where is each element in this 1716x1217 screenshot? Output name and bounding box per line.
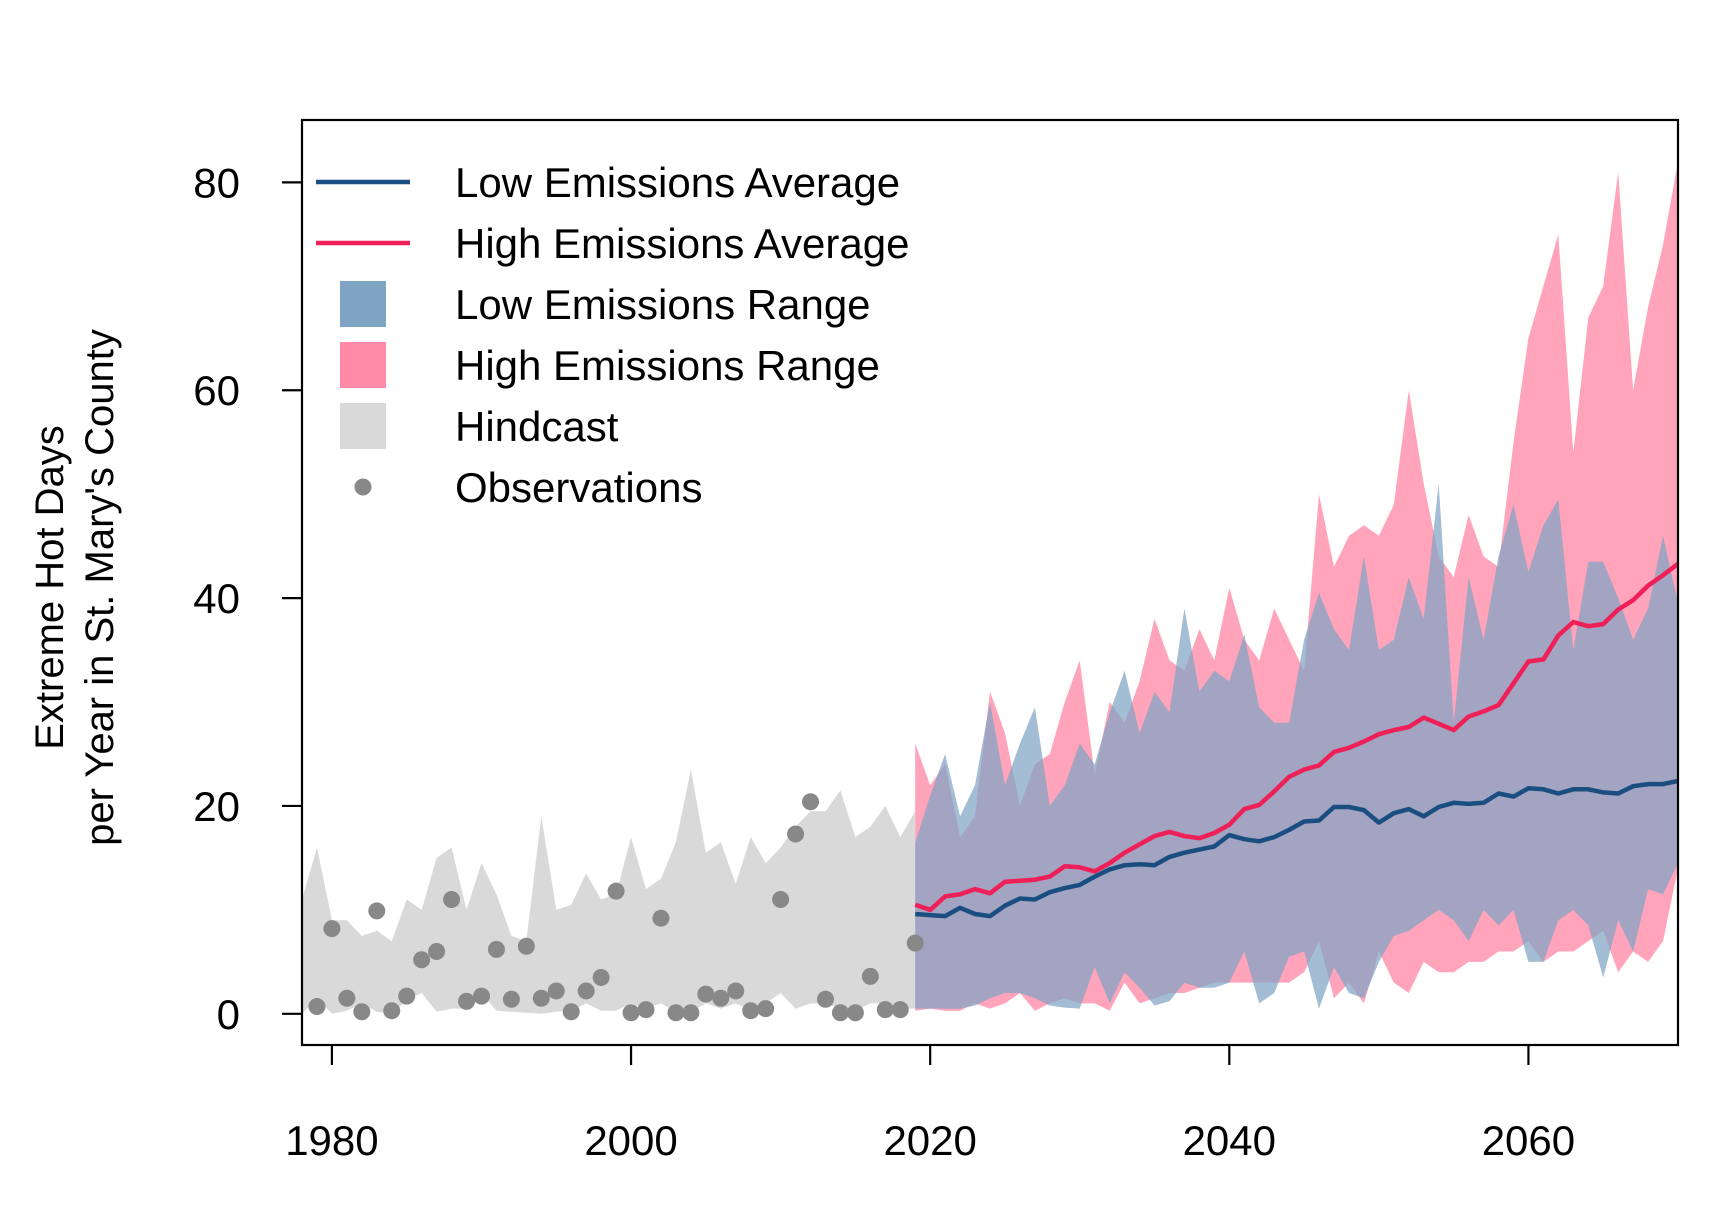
legend-label: High Emissions Range (455, 342, 880, 389)
legend-item: Observations (354, 464, 702, 511)
observation-point (443, 890, 461, 908)
plot-frame (300, 118, 1680, 1047)
observation-point (607, 882, 625, 900)
observation-point (652, 909, 670, 927)
observation-point (846, 1004, 864, 1022)
y-axis-label-line1: Extreme Hot Days (28, 425, 72, 750)
observation-point (906, 934, 924, 952)
legend-box-swatch (340, 281, 386, 327)
legend-label: Observations (455, 464, 702, 511)
observation-point (697, 985, 715, 1003)
observation-point (428, 942, 446, 960)
observation-point (742, 1002, 760, 1020)
legend-item: Hindcast (340, 403, 619, 450)
legend-label: High Emissions Average (455, 220, 909, 267)
observation-point (458, 992, 476, 1010)
observation-point (622, 1004, 640, 1022)
observation-point (682, 1004, 700, 1022)
observation-point (547, 982, 565, 1000)
observation-point (712, 989, 730, 1007)
observation-point (338, 989, 356, 1007)
observation-point (487, 940, 505, 958)
y-tick-label: 60 (193, 367, 240, 414)
low-emissions-range-band (915, 483, 1678, 1009)
y-axis-label-line2: per Year in St. Mary's County (78, 329, 122, 846)
observation-point (667, 1004, 685, 1022)
observation-point (323, 920, 341, 938)
observation-point (532, 989, 550, 1007)
low-emissions-average-line (915, 778, 1678, 919)
observation-point (577, 982, 595, 1000)
legend-item: High Emissions Average (316, 220, 909, 267)
average-lines (914, 562, 1678, 919)
x-tick-label: 2000 (584, 1117, 677, 1164)
observation-point (816, 990, 834, 1008)
y-tick-label: 80 (193, 159, 240, 206)
observation-point (831, 1004, 849, 1022)
legend-item: High Emissions Range (340, 342, 880, 389)
legend-box-swatch (340, 342, 386, 388)
legend-label: Hindcast (455, 403, 619, 450)
legend: Low Emissions Average High Emissions Aver… (316, 159, 909, 511)
observation-point (383, 1002, 401, 1020)
observation-point (413, 951, 431, 969)
legend-label: Low Emissions Average (455, 159, 900, 206)
observation-point (353, 1003, 371, 1021)
observation-point (368, 902, 386, 920)
observation-point (876, 1001, 894, 1019)
observation-point (502, 990, 520, 1008)
observation-point (757, 1000, 775, 1018)
observation-point (308, 998, 326, 1016)
observation-point (802, 793, 820, 811)
observation-point (637, 1001, 655, 1019)
observation-point (772, 890, 790, 908)
hindcast-band (302, 769, 916, 1014)
legend-label: Low Emissions Range (455, 281, 871, 328)
legend-point-swatch (354, 478, 372, 496)
observation-point (517, 937, 535, 955)
observation-point (727, 982, 745, 1000)
x-tick-label: 2040 (1183, 1117, 1276, 1164)
observation-point (861, 967, 879, 985)
observation-points (308, 793, 924, 1022)
x-tick-label: 1980 (285, 1117, 378, 1164)
observation-point (472, 987, 490, 1005)
observation-point (398, 987, 416, 1005)
y-tick-label: 40 (193, 575, 240, 622)
legend-item: Low Emissions Range (340, 281, 871, 328)
high-emissions-average-line (914, 562, 1678, 913)
y-tick-label: 20 (193, 783, 240, 830)
x-tick-label: 2060 (1482, 1117, 1575, 1164)
legend-box-swatch (340, 403, 386, 449)
y-tick-label: 0 (217, 991, 240, 1038)
observation-point (787, 825, 805, 843)
observation-point (562, 1003, 580, 1021)
x-tick-label: 2020 (883, 1117, 976, 1164)
observation-point (891, 1001, 909, 1019)
legend-item: Low Emissions Average (316, 159, 900, 206)
observation-point (592, 968, 610, 986)
